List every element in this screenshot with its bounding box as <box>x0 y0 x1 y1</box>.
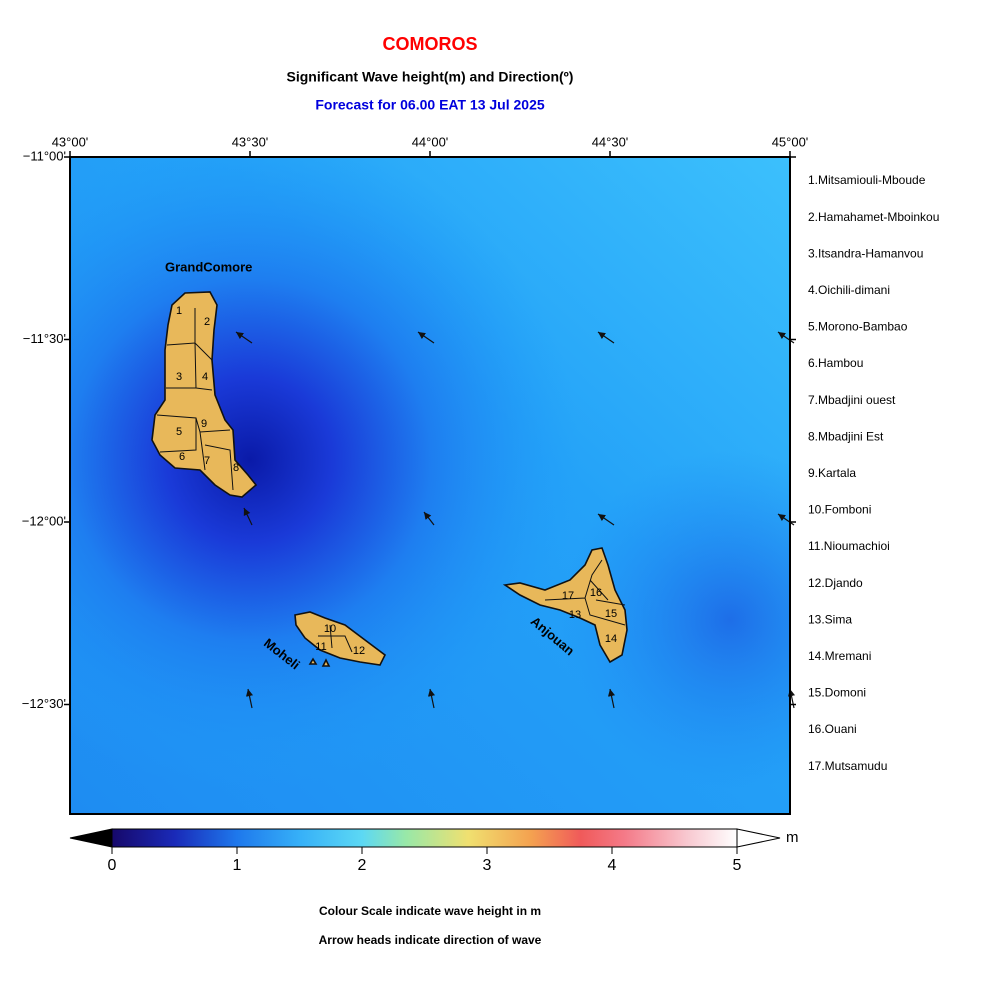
district-name: 13.Sima <box>808 612 852 626</box>
x-tick-label: 43°30' <box>232 134 269 149</box>
moheli <box>294 611 387 667</box>
island-shape <box>151 291 258 498</box>
wave-arrows <box>235 331 796 709</box>
district-number: 6 <box>179 451 185 463</box>
district-name: 3.Itsandra-Hamanvou <box>808 246 923 260</box>
district-name: 11.Nioumachioi <box>808 539 890 553</box>
district-number: 7 <box>204 455 210 467</box>
district-border <box>318 624 353 653</box>
district-name: 15.Domoni <box>808 686 866 700</box>
district-number: 14 <box>605 633 617 645</box>
district-number: 2 <box>204 316 210 328</box>
district-number: 9 <box>201 418 207 430</box>
colorbar-unit: m <box>786 829 799 846</box>
district-border <box>156 308 234 491</box>
district-name: 10.Fomboni <box>808 503 871 517</box>
colorbar-tick-label: 0 <box>108 857 117 874</box>
wave-arrow <box>597 513 615 526</box>
x-tick-label: 44°30' <box>592 134 629 149</box>
district-name: 7.Mbadjini ouest <box>808 393 896 407</box>
colorbar-tick-label: 5 <box>733 857 742 874</box>
island-shape <box>294 611 387 666</box>
y-tick-label: −11°00' <box>23 148 66 163</box>
district-name: 12.Djando <box>808 576 863 590</box>
wave-arrow <box>597 331 615 344</box>
district-number: 5 <box>176 426 182 438</box>
colorbar-tick-label: 3 <box>483 857 492 874</box>
colorbar-tick-label: 2 <box>358 857 367 874</box>
colorbar-tick-label: 4 <box>608 857 617 874</box>
island-label: GrandComore <box>165 259 252 274</box>
district-number: 4 <box>202 371 208 383</box>
district-number: 12 <box>353 645 365 657</box>
y-tick-label: −12°30' <box>22 696 66 711</box>
district-name: 5.Morono-Bambao <box>808 320 908 334</box>
wave-arrow <box>417 331 435 344</box>
district-number: 13 <box>569 609 581 621</box>
district-number: 1 <box>176 305 182 317</box>
district-number: 17 <box>562 590 574 602</box>
subtitle: Significant Wave height(m) and Direction… <box>287 69 574 85</box>
x-tick-label: 45°00' <box>772 134 809 149</box>
wave-arrow <box>243 507 253 526</box>
wave-arrow <box>427 688 436 709</box>
district-name: 17.Mutsamudu <box>808 759 887 773</box>
note: Colour Scale indicate wave height in m <box>319 904 541 918</box>
colorbar-ramp <box>111 828 738 848</box>
forecast-time: Forecast for 06.00 EAT 13 Jul 2025 <box>315 97 545 113</box>
x-tick-label: 44°00' <box>412 134 449 149</box>
colorbar: m 0 1 2 3 4 5 <box>69 828 799 874</box>
district-name: 1.Mitsamiouli-Mboude <box>808 173 926 187</box>
district-name: 4.Oichili-dimani <box>808 283 890 297</box>
district-number: 15 <box>605 608 617 620</box>
wave-arrow <box>245 688 254 709</box>
district-name: 8.Mbadjini Est <box>808 429 884 443</box>
wave-arrow <box>423 511 435 526</box>
district-name: 16.Ouani <box>808 722 857 736</box>
district-border <box>544 559 626 626</box>
district-name: 6.Hambou <box>808 356 863 370</box>
grande-comore <box>151 291 258 498</box>
y-tick-label: −11°30' <box>23 331 66 346</box>
district-name: 9.Kartala <box>808 466 856 480</box>
district-number: 10 <box>324 623 336 635</box>
colorbar-over <box>736 828 781 848</box>
wave-arrow <box>777 513 795 526</box>
district-number: 3 <box>176 371 182 383</box>
island-shape <box>502 547 628 664</box>
district-number: 16 <box>590 587 602 599</box>
note: Arrow heads indicate direction of wave <box>319 933 542 947</box>
y-tick-label: −12°00' <box>22 513 66 528</box>
wave-arrow <box>235 331 253 344</box>
sea-shading <box>70 157 790 814</box>
title: COMOROS <box>382 34 477 54</box>
wave-arrow <box>607 688 616 709</box>
wave-field <box>70 157 790 814</box>
district-name: 2.Hamahamet-Mboinkou <box>808 210 939 224</box>
district-name: 14.Mremani <box>808 649 871 663</box>
colorbar-under <box>69 828 113 848</box>
islet <box>308 657 331 667</box>
district-number: 11 <box>315 641 326 653</box>
district-number: 8 <box>233 462 239 474</box>
x-tick-label: 43°00' <box>52 134 89 149</box>
anjouan <box>502 547 628 664</box>
colorbar-tick-label: 1 <box>233 857 242 874</box>
wave-arrow <box>777 331 795 344</box>
